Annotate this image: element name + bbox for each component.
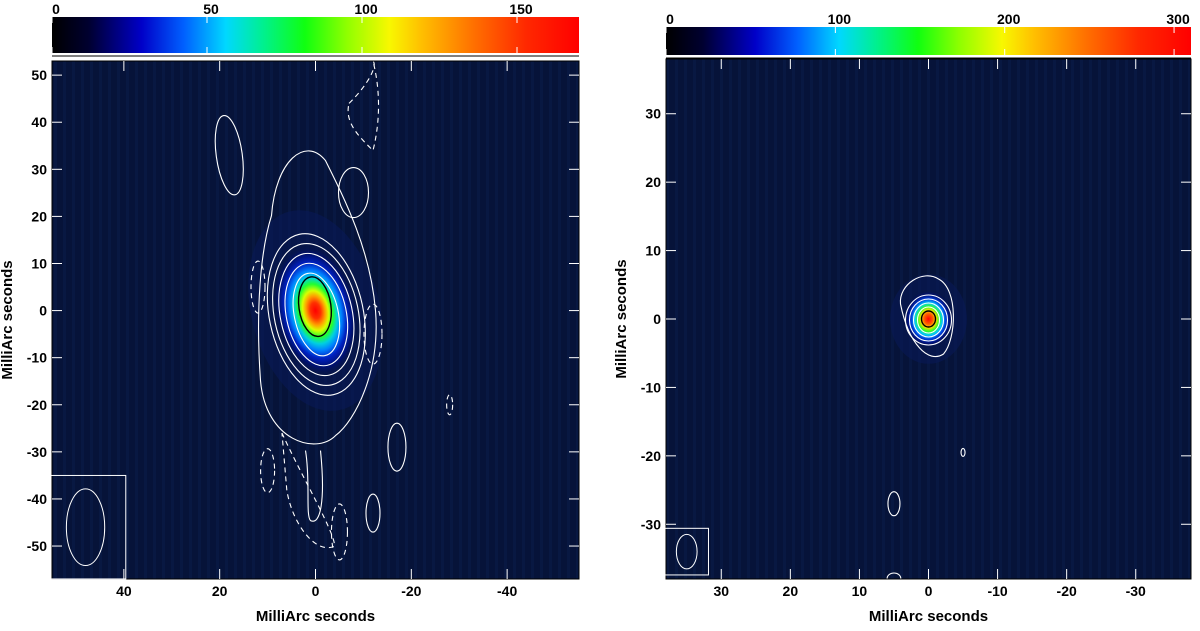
contour-white — [292, 272, 341, 357]
beam-ellipse — [65, 488, 106, 567]
contour-white — [214, 114, 244, 196]
colorbar-tick-label: 100 — [354, 1, 378, 17]
y-axis-label: MilliArc seconds — [0, 260, 16, 379]
contour-white — [886, 572, 902, 580]
contour-white — [278, 252, 355, 377]
contour-white — [266, 233, 366, 396]
contour-white — [284, 262, 349, 367]
y-tick-label: 20 — [31, 208, 47, 224]
y-tick-label: 40 — [31, 114, 47, 130]
y-tick-label: -10 — [641, 379, 661, 395]
x-tick-label: -20 — [1057, 583, 1077, 599]
x-tick-label: 0 — [312, 583, 320, 599]
contour-white — [960, 447, 966, 457]
y-tick-label: 30 — [31, 161, 47, 177]
contour-white — [387, 422, 407, 472]
contour-negative — [347, 59, 380, 152]
y-tick-label: -30 — [27, 444, 47, 460]
contour-outer — [899, 275, 954, 358]
y-tick-label: 50 — [31, 67, 47, 83]
x-axis-label: MilliArc seconds — [256, 608, 375, 625]
x-tick-label: 30 — [713, 583, 729, 599]
x-axis-label: MilliArc seconds — [869, 608, 988, 625]
contour-white — [912, 302, 945, 338]
x-tick-label: -10 — [987, 583, 1007, 599]
x-tick-label: -40 — [497, 583, 517, 599]
colorbar — [666, 27, 1191, 55]
contours — [886, 275, 966, 580]
colorbar-tick-label: 200 — [997, 11, 1021, 27]
y-tick-label: -10 — [27, 350, 47, 366]
contour-white — [337, 167, 370, 219]
contour-tail — [304, 450, 323, 522]
contour-negative — [250, 260, 266, 314]
colorbar — [52, 17, 579, 53]
contour-outer — [258, 150, 377, 445]
x-tick-label: -30 — [1126, 583, 1146, 599]
contour-black — [920, 310, 937, 328]
y-tick-label: 10 — [31, 255, 47, 271]
contour-negative — [281, 432, 336, 549]
colorbar-tick-label: 0 — [52, 1, 60, 17]
x-tick-label: 0 — [925, 583, 933, 599]
x-tick-label: -20 — [401, 583, 421, 599]
colorbar-tick-label: 100 — [828, 11, 852, 27]
colorbar-tick-label: 0 — [666, 11, 674, 27]
y-tick-label: -50 — [27, 538, 47, 554]
contour-negative — [363, 303, 383, 365]
y-tick-label: -20 — [27, 397, 47, 413]
contour-white — [365, 493, 381, 533]
x-tick-label: 20 — [212, 583, 228, 599]
contour-white — [887, 491, 901, 517]
x-tick-label: 10 — [852, 583, 868, 599]
contour-white — [272, 242, 361, 387]
x-tick-label: 40 — [116, 583, 132, 599]
beam-box — [664, 527, 709, 576]
contour-negative — [330, 503, 349, 561]
contour-white — [916, 306, 941, 334]
y-tick-label: 0 — [39, 303, 47, 319]
x-tick-label: 20 — [783, 583, 799, 599]
emission-peak — [272, 244, 359, 377]
contour-white — [904, 294, 953, 346]
y-tick-label: -30 — [641, 516, 661, 532]
y-tick-label: 30 — [645, 106, 661, 122]
emission-peak — [903, 289, 954, 349]
y-tick-label: 20 — [645, 174, 661, 190]
contour-white — [908, 298, 949, 342]
beam-ellipse — [675, 533, 698, 570]
y-tick-label: -40 — [27, 491, 47, 507]
colorbar-tick-label: 300 — [1166, 11, 1190, 27]
y-tick-label: -20 — [641, 448, 661, 464]
y-tick-label: 0 — [653, 311, 661, 327]
y-axis-label: MilliArc seconds — [613, 259, 630, 378]
colorbar-tick-label: 150 — [509, 1, 533, 17]
contours — [214, 59, 454, 561]
beam-box — [44, 474, 127, 580]
colorbar-tick-label: 50 — [203, 1, 219, 17]
contour-black — [297, 276, 333, 338]
y-tick-label: 10 — [645, 243, 661, 259]
contour-negative — [446, 394, 454, 416]
contour-negative — [260, 448, 276, 494]
